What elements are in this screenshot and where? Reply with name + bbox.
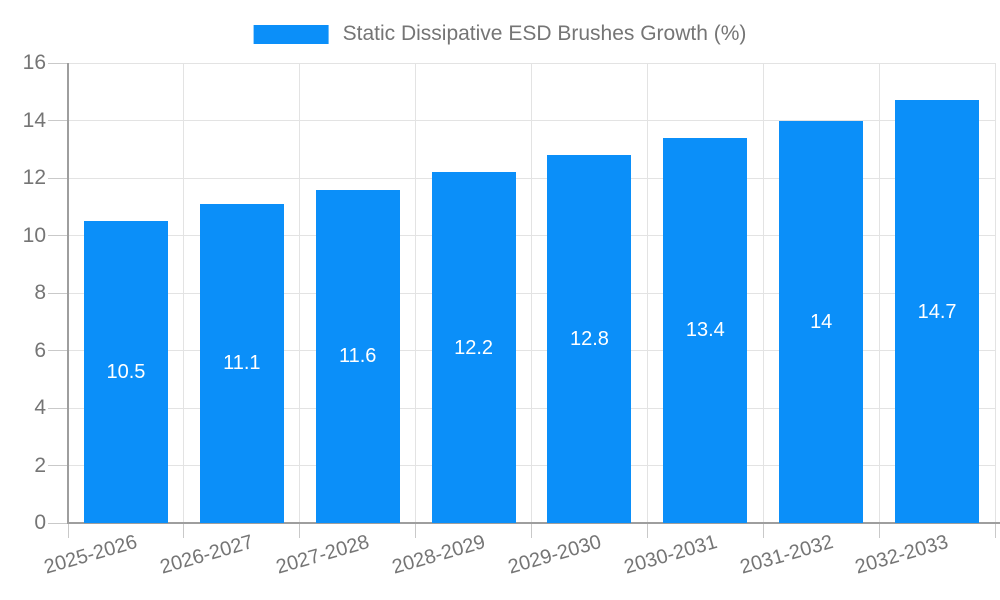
gridline-vertical xyxy=(299,63,301,523)
bar-value-label: 11.6 xyxy=(338,345,377,368)
y-axis-line xyxy=(67,63,69,524)
legend-label: Static Dissipative ESD Brushes Growth (%… xyxy=(342,22,747,45)
bar xyxy=(83,221,168,523)
y-axis-tick-label: 6 xyxy=(34,338,46,362)
x-axis-tick-label: 2030-2031 xyxy=(621,531,720,579)
bar-value-label: 14.7 xyxy=(917,300,957,323)
bar xyxy=(199,203,284,523)
gridline-vertical xyxy=(646,63,648,523)
y-axis-tick xyxy=(48,62,68,64)
x-axis-line xyxy=(67,522,1000,524)
y-axis-tick xyxy=(48,522,68,524)
x-axis-tick xyxy=(878,523,880,538)
y-axis-tick-label: 4 xyxy=(34,396,46,419)
bar xyxy=(547,155,632,523)
gridline-vertical xyxy=(183,63,185,523)
y-axis-tick-label: 16 xyxy=(22,51,46,74)
y-axis-tick xyxy=(48,292,68,294)
y-axis-tick-label: 14 xyxy=(22,108,46,132)
x-axis-tick xyxy=(646,523,648,538)
x-axis-tick xyxy=(762,523,764,538)
gridline-vertical xyxy=(415,63,417,523)
y-axis-tick-label: 0 xyxy=(34,511,46,534)
x-axis-tick-label: 2032-2033 xyxy=(853,531,952,579)
x-axis-tick-label: 2025-2026 xyxy=(41,531,141,579)
bar xyxy=(779,120,864,523)
x-axis-tick-label: 2028-2029 xyxy=(389,531,488,579)
y-axis-tick xyxy=(48,235,68,236)
legend-color-swatch xyxy=(253,24,329,44)
x-axis-tick xyxy=(299,523,301,538)
gridline-vertical xyxy=(878,63,880,523)
y-axis-tick-label: 8 xyxy=(34,281,46,304)
y-axis-tick xyxy=(48,407,68,409)
x-axis-tick-label: 2026-2027 xyxy=(157,531,256,579)
bar xyxy=(315,189,400,523)
y-axis-tick xyxy=(48,465,68,466)
x-axis-tick-label: 2029-2030 xyxy=(505,531,604,579)
y-axis-tick xyxy=(48,120,68,121)
x-axis-tick xyxy=(531,523,532,538)
x-axis-tick xyxy=(183,523,185,538)
y-axis-tick-label: 2 xyxy=(34,453,46,477)
bar-value-label: 12.8 xyxy=(569,328,609,350)
x-axis-tick xyxy=(67,523,69,538)
y-axis-tick xyxy=(48,350,68,351)
bar-value-label: 12.2 xyxy=(454,336,494,359)
bar-value-label: 11.1 xyxy=(223,352,261,375)
bar xyxy=(431,172,516,523)
bar xyxy=(663,137,748,523)
bar xyxy=(895,100,980,523)
gridline-vertical xyxy=(994,63,996,523)
gridline-vertical xyxy=(762,63,764,523)
gridline-vertical xyxy=(531,63,532,523)
bar-value-label: 10.5 xyxy=(106,361,146,384)
y-axis-tick-label: 10 xyxy=(22,223,46,247)
bar-value-label: 14 xyxy=(810,310,833,333)
x-axis-tick-label: 2027-2028 xyxy=(273,531,372,579)
bar-value-label: 13.4 xyxy=(685,319,725,342)
legend-item[interactable]: Static Dissipative ESD Brushes Growth (%… xyxy=(253,22,747,46)
x-axis-tick xyxy=(415,523,417,538)
x-axis-tick-label: 2031-2032 xyxy=(737,531,836,579)
y-axis-tick xyxy=(48,177,68,179)
x-axis-tick xyxy=(994,523,996,538)
y-axis-tick-label: 12 xyxy=(22,166,46,189)
